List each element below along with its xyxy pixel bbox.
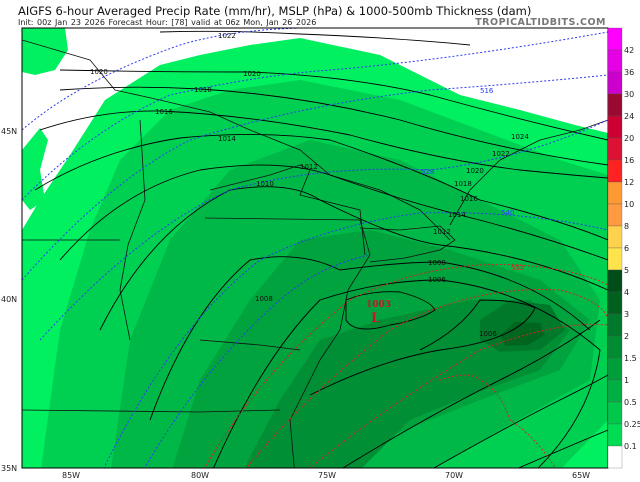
colorbar-swatch (607, 181, 623, 205)
colorbar-label: 1.5 (624, 354, 637, 363)
svg-text:540: 540 (501, 209, 514, 217)
colorbar-swatch (607, 137, 623, 161)
svg-text:1008: 1008 (428, 259, 446, 267)
svg-text:1024: 1024 (511, 133, 529, 141)
svg-text:1016: 1016 (460, 195, 478, 203)
colorbar-swatch (607, 225, 623, 249)
svg-text:1010: 1010 (256, 180, 274, 188)
colorbar-label: 4 (624, 288, 629, 297)
lon-label: 65W (572, 471, 590, 480)
svg-text:1012: 1012 (433, 228, 451, 236)
svg-text:1008: 1008 (255, 295, 273, 303)
svg-text:35N: 35N (1, 464, 17, 473)
colorbar-label: 2 (624, 332, 629, 341)
colorbar-swatch (607, 71, 623, 95)
lon-label: 75W (318, 471, 336, 480)
map-subtitle: Init: 00z Jan 23 2026 Forecast Hour: [78… (18, 18, 317, 27)
colorbar-swatch (607, 203, 623, 227)
colorbar-label: 0.25 (624, 420, 640, 429)
colorbar-label: 10 (624, 200, 634, 209)
colorbar-label: 8 (624, 222, 629, 231)
lon-label: 70W (445, 471, 463, 480)
low-pressure-value: 1003 (366, 300, 391, 310)
colorbar-label: 12 (624, 178, 634, 187)
low-pressure-symbol: L (371, 311, 380, 326)
colorbar-swatch (607, 247, 623, 271)
colorbar-swatch (607, 27, 623, 51)
colorbar-label: 5 (624, 266, 629, 275)
svg-text:1012: 1012 (300, 163, 318, 171)
precip-light-wi (22, 128, 48, 210)
isobars (34, 30, 608, 468)
colorbar-label: 20 (624, 134, 634, 143)
colorbar-label: 3 (624, 310, 629, 319)
svg-text:1014: 1014 (218, 135, 236, 143)
colorbar-swatch (607, 401, 623, 425)
colorbar-label: 16 (624, 156, 634, 165)
map-area: 1022 1020 1020 1018 1016 1014 1012 1012 … (22, 28, 608, 468)
precip-light-nw (22, 28, 68, 75)
colorbar-swatch (607, 445, 623, 469)
svg-text:1020: 1020 (243, 70, 261, 78)
colorbar-label: 0.5 (624, 398, 637, 407)
colorbar-label: 1 (624, 376, 629, 385)
brand-watermark: TROPICALTIDBITS.COM (475, 17, 606, 28)
svg-text:516: 516 (480, 87, 494, 95)
svg-text:1020: 1020 (466, 167, 484, 175)
svg-text:1006: 1006 (428, 276, 446, 284)
svg-text:1006: 1006 (479, 330, 497, 338)
colorbar-swatch (607, 423, 623, 447)
map-title: AIGFS 6-hour Averaged Precip Rate (mm/hr… (18, 4, 532, 18)
colorbar-swatch (607, 115, 623, 139)
svg-text:40N: 40N (1, 295, 17, 304)
colorbar-swatch (607, 291, 623, 315)
lon-label: 80W (191, 471, 209, 480)
colorbar-label: 6 (624, 244, 629, 253)
svg-text:1022: 1022 (218, 32, 236, 40)
colorbar-swatch (607, 159, 623, 183)
colorbar-label: 42 (624, 46, 634, 55)
colorbar-label: 36 (624, 68, 634, 77)
colorbar-swatch (607, 93, 623, 117)
colorbar-label: 0.1 (624, 442, 637, 451)
svg-text:1018: 1018 (454, 180, 472, 188)
svg-text:552: 552 (511, 264, 524, 272)
thickness-labels: 516 528 540 552 (421, 87, 524, 272)
thickness-cold (22, 28, 608, 468)
svg-text:1018: 1018 (194, 86, 212, 94)
lat-axis: 45N 40N 35N (1, 127, 17, 473)
colorbar-label: 30 (624, 90, 634, 99)
colorbar-swatch (607, 269, 623, 293)
svg-text:1020: 1020 (90, 68, 108, 76)
isobar-labels: 1022 1020 1020 1018 1016 1014 1012 1012 … (90, 32, 529, 338)
lon-label: 85W (62, 471, 80, 480)
colorbar: 42 36 30 24 20 16 12 10 8 6 5 4 3 2 1.5 1 0.5 0.25 0.1 (607, 27, 640, 469)
boundaries (22, 39, 608, 468)
thickness-warm (204, 263, 608, 468)
svg-text:1016: 1016 (155, 108, 173, 116)
precip-core2 (500, 322, 545, 346)
colorbar-swatch (607, 379, 623, 403)
colorbar-swatch (607, 335, 623, 359)
svg-text:528: 528 (421, 168, 434, 176)
colorbar-swatch (607, 49, 623, 73)
colorbar-swatch (607, 313, 623, 337)
lon-axis: 85W 80W 75W 70W 65W (62, 471, 590, 480)
colorbar-swatch (607, 357, 623, 381)
svg-text:45N: 45N (1, 127, 17, 136)
svg-text:1014: 1014 (448, 211, 466, 219)
svg-text:1022: 1022 (492, 150, 510, 158)
colorbar-label: 24 (624, 112, 634, 121)
